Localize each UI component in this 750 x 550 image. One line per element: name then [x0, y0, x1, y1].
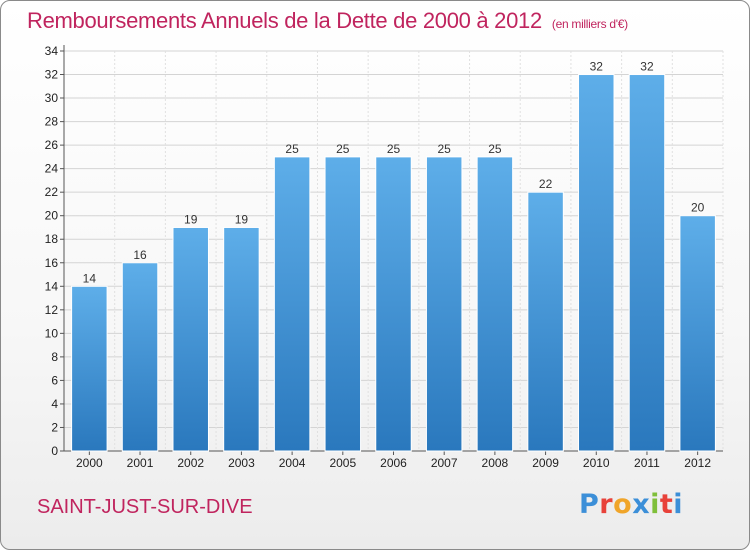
y-tick-label: 6	[51, 373, 58, 387]
x-tick-label: 2005	[329, 456, 356, 470]
data-label: 25	[336, 142, 350, 156]
data-label: 25	[438, 142, 452, 156]
bars	[71, 74, 716, 452]
y-tick-label: 28	[45, 115, 59, 129]
bar	[121, 262, 159, 452]
proxiti-logo: Proxiti	[579, 489, 683, 520]
bar	[679, 215, 716, 452]
place-name: SAINT-JUST-SUR-DIVE	[37, 496, 253, 518]
data-label: 32	[590, 60, 604, 74]
logo-letter: o	[613, 489, 633, 520]
labels: 14 2000 16 2001 19 2002 19 2003 25 2004 25 2005 25 20…	[76, 60, 711, 470]
y-tick-label: 24	[45, 162, 59, 176]
y-tick-label: 0	[51, 444, 58, 458]
bar	[223, 226, 260, 452]
bar	[324, 156, 362, 452]
chart-title: Remboursements Annuels de la Dette de 20…	[27, 8, 628, 34]
x-tick-label: 2001	[127, 456, 154, 470]
data-label: 14	[83, 271, 97, 285]
y-tick-label: 14	[45, 279, 59, 293]
logo-letter: t	[659, 489, 674, 520]
logo-letter: i	[650, 489, 660, 520]
logo-letter: P	[579, 489, 600, 520]
data-label: 16	[133, 248, 147, 262]
x-tick-label: 2000	[76, 456, 103, 470]
x-tick-label: 2007	[431, 456, 458, 470]
bar	[527, 191, 564, 452]
bar	[71, 285, 108, 452]
bar	[172, 226, 209, 452]
bar	[273, 156, 311, 452]
data-label: 25	[387, 142, 401, 156]
x-tick-label: 2008	[482, 456, 509, 470]
bar	[476, 156, 514, 452]
y-tick-label: 4	[51, 397, 58, 411]
y-tick-label: 18	[45, 232, 59, 246]
y-tick-label: 32	[45, 68, 59, 82]
bar	[425, 156, 463, 452]
data-label: 25	[488, 142, 502, 156]
y-tick-label: 8	[51, 350, 58, 364]
x-tick-label: 2010	[583, 456, 610, 470]
y-tick-label: 12	[45, 303, 59, 317]
data-label: 20	[691, 201, 705, 215]
data-label: 22	[539, 177, 553, 191]
x-tick-label: 2003	[228, 456, 255, 470]
data-label: 32	[640, 60, 654, 74]
logo-letter: r	[599, 489, 614, 520]
x-tick-label: 2012	[684, 456, 711, 470]
x-tick-label: 2009	[532, 456, 559, 470]
x-tick-label: 2011	[634, 456, 660, 470]
title-unit: (en milliers d'€)	[551, 17, 628, 31]
y-tick-label: 30	[45, 91, 59, 105]
y-tick-label: 26	[45, 138, 59, 152]
data-label: 25	[285, 142, 299, 156]
x-tick-label: 2004	[279, 456, 306, 470]
y-tick-label: 10	[45, 326, 59, 340]
title-text: Remboursements Annuels de la Dette de 20…	[27, 8, 542, 33]
bar	[578, 74, 615, 452]
y-tick-label: 16	[45, 256, 59, 270]
data-label: 19	[235, 212, 249, 226]
y-tick-label: 22	[45, 185, 59, 199]
logo-letter: i	[673, 489, 684, 520]
x-tick-label: 2006	[380, 456, 407, 470]
data-label: 19	[184, 212, 198, 226]
y-tick-label: 34	[45, 44, 59, 58]
bar	[375, 156, 412, 452]
y-tick-label: 20	[45, 209, 59, 223]
x-tick-label: 2002	[177, 456, 204, 470]
y-tick-label: 2	[51, 420, 58, 434]
bar	[628, 74, 666, 452]
logo-letter: x	[632, 489, 651, 520]
